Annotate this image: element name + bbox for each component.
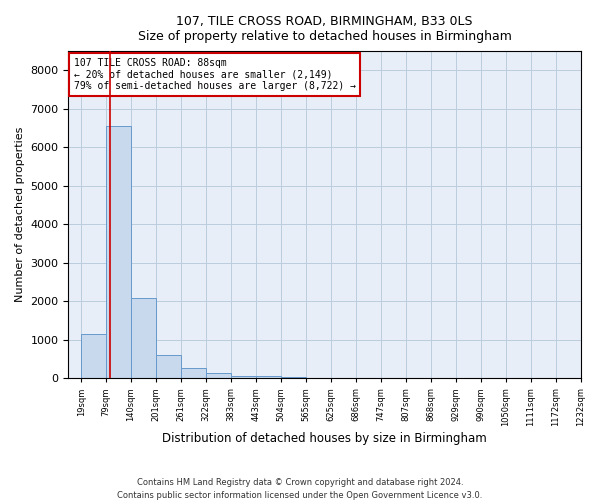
Bar	[206, 374, 231, 378]
Bar	[181, 368, 206, 378]
Y-axis label: Number of detached properties: Number of detached properties	[15, 127, 25, 302]
Text: Contains HM Land Registry data © Crown copyright and database right 2024.
Contai: Contains HM Land Registry data © Crown c…	[118, 478, 482, 500]
Text: 107 TILE CROSS ROAD: 88sqm
← 20% of detached houses are smaller (2,149)
79% of s: 107 TILE CROSS ROAD: 88sqm ← 20% of deta…	[74, 58, 356, 91]
Title: 107, TILE CROSS ROAD, BIRMINGHAM, B33 0LS
Size of property relative to detached : 107, TILE CROSS ROAD, BIRMINGHAM, B33 0L…	[137, 15, 511, 43]
Bar	[256, 376, 281, 378]
Bar	[231, 376, 256, 378]
Bar	[81, 334, 106, 378]
Bar	[106, 126, 131, 378]
Bar	[131, 298, 156, 378]
X-axis label: Distribution of detached houses by size in Birmingham: Distribution of detached houses by size …	[162, 432, 487, 445]
Bar	[156, 356, 181, 378]
